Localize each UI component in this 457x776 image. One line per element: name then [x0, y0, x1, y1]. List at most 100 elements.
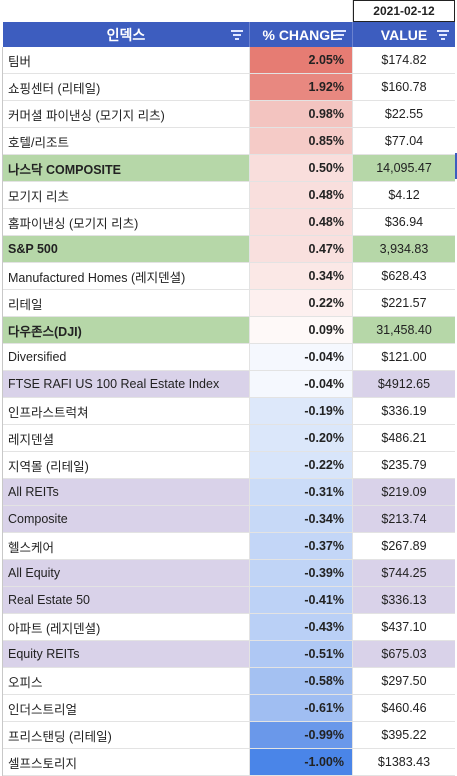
percent-change-cell[interactable]: -0.34%	[250, 506, 353, 532]
index-name-cell[interactable]: Real Estate 50	[3, 587, 250, 613]
value-cell[interactable]: $267.89	[381, 539, 427, 553]
column-header-change[interactable]: % CHANGE	[250, 22, 353, 47]
value-cell[interactable]: 14,095.47	[353, 155, 455, 181]
table-row: 홈파이낸싱 (모기지 리츠) 0.48% $36.94	[3, 209, 455, 236]
value-cell[interactable]: $121.00	[381, 350, 427, 364]
column-header-value[interactable]: VALUE	[353, 22, 455, 47]
value-cell[interactable]: $336.13	[353, 587, 455, 613]
percent-change-cell[interactable]: -0.20%	[250, 425, 353, 451]
value-cell[interactable]: $221.57	[381, 296, 427, 310]
date-cell[interactable]: 2021-02-12	[353, 0, 455, 22]
index-name-cell[interactable]: All Equity	[3, 560, 250, 586]
percent-change-cell[interactable]: 0.98%	[250, 101, 353, 127]
value-cell[interactable]: $4912.65	[353, 371, 455, 397]
index-name-cell[interactable]: 쇼핑센터 (리테일)	[3, 74, 250, 100]
index-name-cell[interactable]: 커머셜 파이낸싱 (모기지 리츠)	[3, 101, 250, 127]
value-cell[interactable]: 3,934.83	[353, 236, 455, 262]
percent-change-cell[interactable]: -0.19%	[250, 398, 353, 424]
table-row: Diversified -0.04% $121.00	[3, 344, 455, 371]
index-name-cell[interactable]: Manufactured Homes (레지덴셜)	[3, 263, 250, 289]
index-name-cell[interactable]: 나스닥 COMPOSITE	[3, 155, 250, 181]
index-name-cell[interactable]: 지역몰 (리테일)	[3, 452, 250, 478]
value-cell[interactable]: $36.94	[384, 215, 424, 229]
table-row: All REITs -0.31% $219.09	[3, 479, 455, 506]
value-cell[interactable]: $213.74	[353, 506, 455, 532]
value-cell[interactable]: $395.22	[381, 728, 427, 742]
empty-cell[interactable]	[0, 0, 353, 22]
filter-icon[interactable]	[231, 30, 243, 40]
index-name-cell[interactable]: 레지덴셜	[3, 425, 250, 451]
value-cell[interactable]: $628.43	[381, 269, 427, 283]
index-name-cell[interactable]: 인더스트리얼	[3, 695, 250, 721]
index-name-cell[interactable]: FTSE RAFI US 100 Real Estate Index	[3, 371, 250, 397]
table-row: 인프라스트럭쳐 -0.19% $336.19	[3, 398, 455, 425]
index-name-cell[interactable]: 헬스케어	[3, 533, 250, 559]
table-row: All Equity -0.39% $744.25	[3, 560, 455, 587]
percent-change-cell[interactable]: 2.05%	[250, 47, 353, 73]
value-cell[interactable]: $675.03	[353, 641, 455, 667]
percent-change-cell[interactable]: 0.85%	[250, 128, 353, 154]
percent-change-cell[interactable]: -0.31%	[250, 479, 353, 505]
value-cell[interactable]: $174.82	[381, 53, 427, 67]
percent-change-cell[interactable]: 0.22%	[250, 290, 353, 316]
index-name-cell[interactable]: Equity REITs	[3, 641, 250, 667]
table-row: 커머셜 파이낸싱 (모기지 리츠) 0.98% $22.55	[3, 101, 455, 128]
percent-change-cell[interactable]: -0.99%	[250, 722, 353, 748]
index-name-cell[interactable]: 호텔/리조트	[3, 128, 250, 154]
value-cell[interactable]: $486.21	[381, 431, 427, 445]
index-name-cell[interactable]: 아파트 (레지덴셜)	[3, 614, 250, 640]
index-name-cell[interactable]: 오피스	[3, 668, 250, 694]
value-cell[interactable]: 31,458.40	[353, 317, 455, 343]
percent-change-cell[interactable]: 0.34%	[250, 263, 353, 289]
percent-change-cell[interactable]: 0.50%	[250, 155, 353, 181]
index-name-cell[interactable]: 홈파이낸싱 (모기지 리츠)	[3, 209, 250, 235]
percent-change-cell[interactable]: -0.41%	[250, 587, 353, 613]
value-cell[interactable]: $4.12	[388, 188, 420, 202]
index-name-cell[interactable]: 리테일	[3, 290, 250, 316]
column-header-value-label: VALUE	[380, 26, 428, 43]
value-cell[interactable]: $437.10	[381, 620, 427, 634]
table-row: 프리스탠딩 (리테일) -0.99% $395.22	[3, 722, 455, 749]
table-row: FTSE RAFI US 100 Real Estate Index -0.04%…	[3, 371, 455, 398]
value-cell[interactable]: $77.04	[384, 134, 424, 148]
filter-icon[interactable]	[334, 30, 346, 40]
percent-change-cell[interactable]: 0.09%	[250, 317, 353, 343]
percent-change-cell[interactable]: -0.43%	[250, 614, 353, 640]
value-cell[interactable]: $460.46	[381, 701, 427, 715]
index-name-cell[interactable]: 인프라스트럭쳐	[3, 398, 250, 424]
value-cell[interactable]: $297.50	[381, 674, 427, 688]
value-cell[interactable]: $336.19	[381, 404, 427, 418]
value-cell[interactable]: $160.78	[381, 80, 427, 94]
percent-change-cell[interactable]: -1.00%	[250, 749, 353, 775]
index-name-cell[interactable]: S&P 500	[3, 236, 250, 262]
column-header-index[interactable]: 인덱스	[3, 22, 250, 47]
percent-change-cell[interactable]: 0.47%	[250, 236, 353, 262]
percent-change-cell[interactable]: -0.58%	[250, 668, 353, 694]
percent-change-cell[interactable]: -0.39%	[250, 560, 353, 586]
value-cell[interactable]: $744.25	[353, 560, 455, 586]
index-name-cell[interactable]: Diversified	[3, 344, 250, 370]
percent-change-cell[interactable]: -0.61%	[250, 695, 353, 721]
index-name-cell[interactable]: 다우존스(DJI)	[3, 317, 250, 343]
index-name-cell[interactable]: Composite	[3, 506, 250, 532]
value-cell[interactable]: $219.09	[353, 479, 455, 505]
percent-change-cell[interactable]: 1.92%	[250, 74, 353, 100]
date-row: 2021-02-12	[0, 0, 457, 22]
value-cell[interactable]: $22.55	[384, 107, 424, 121]
percent-change-cell[interactable]: -0.37%	[250, 533, 353, 559]
percent-change-cell[interactable]: -0.22%	[250, 452, 353, 478]
index-name-cell[interactable]: 프리스탠딩 (리테일)	[3, 722, 250, 748]
index-name-cell[interactable]: 셀프스토리지	[3, 749, 250, 775]
percent-change-cell[interactable]: 0.48%	[250, 209, 353, 235]
filter-icon[interactable]	[437, 30, 449, 40]
percent-change-cell[interactable]: -0.04%	[250, 371, 353, 397]
percent-change-cell[interactable]: -0.04%	[250, 344, 353, 370]
table-row: 호텔/리조트 0.85% $77.04	[3, 128, 455, 155]
value-cell[interactable]: $235.79	[381, 458, 427, 472]
percent-change-cell[interactable]: 0.48%	[250, 182, 353, 208]
index-name-cell[interactable]: 모기지 리츠	[3, 182, 250, 208]
index-name-cell[interactable]: 팀버	[3, 47, 250, 73]
value-cell[interactable]: $1383.43	[377, 755, 431, 769]
index-name-cell[interactable]: All REITs	[3, 479, 250, 505]
percent-change-cell[interactable]: -0.51%	[250, 641, 353, 667]
